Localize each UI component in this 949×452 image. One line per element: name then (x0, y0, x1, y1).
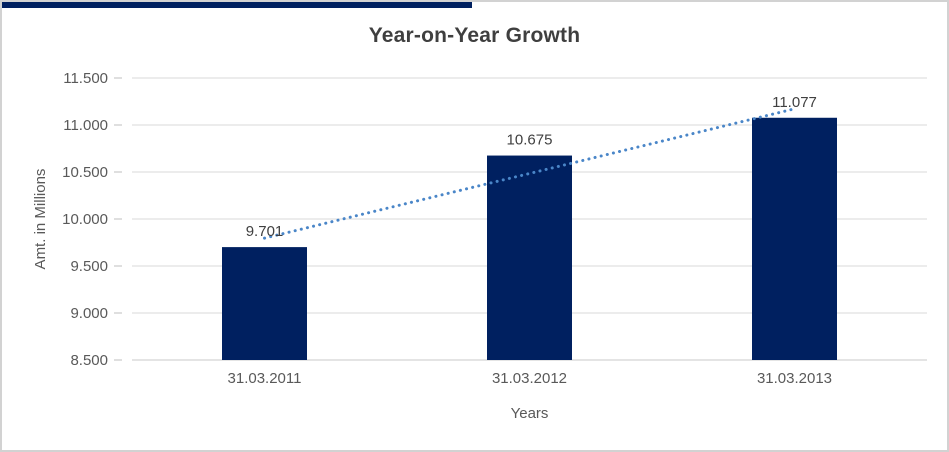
bar (752, 117, 837, 361)
x-category-label: 31.03.2012 (492, 370, 567, 387)
bar-value-label: 11.077 (772, 94, 817, 111)
y-tick-label: 11.000 (63, 117, 108, 134)
y-tick-label: 10.000 (62, 211, 108, 228)
bar-value-label: 9.701 (246, 223, 284, 240)
x-category-label: 31.03.2013 (757, 370, 832, 387)
y-tick-label: 9.000 (70, 305, 108, 322)
bar (222, 247, 307, 360)
x-axis-title: Years (510, 405, 549, 422)
y-tick-label: 11.500 (63, 70, 108, 87)
y-tick-label: 10.500 (62, 164, 108, 181)
y-tick-label: 8.500 (70, 352, 108, 369)
bar (487, 155, 572, 360)
y-tick-label: 9.500 (70, 258, 108, 275)
trendline (263, 107, 796, 240)
top-accent-strip (2, 2, 472, 8)
bar-value-label: 10.675 (507, 132, 553, 149)
x-category-label: 31.03.2011 (228, 370, 302, 387)
chart-title: Year-on-Year Growth (368, 24, 581, 47)
